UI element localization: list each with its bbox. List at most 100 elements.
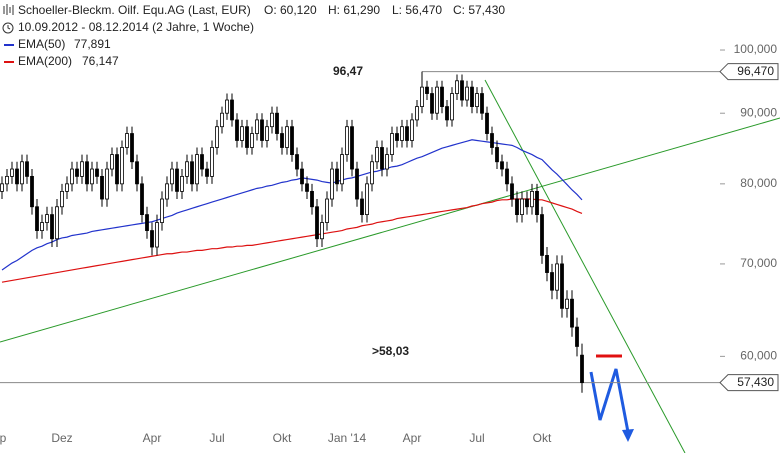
candle-body bbox=[15, 168, 19, 185]
candle-body bbox=[475, 93, 479, 107]
candle-body bbox=[160, 198, 164, 223]
candle-body bbox=[350, 126, 354, 170]
candle-body bbox=[505, 168, 509, 185]
candle-body bbox=[90, 168, 94, 185]
candle-body bbox=[410, 119, 414, 141]
candle-body bbox=[20, 161, 24, 185]
candle-body bbox=[305, 183, 309, 192]
candle-body bbox=[385, 154, 389, 170]
candle-body bbox=[185, 161, 189, 177]
candle-body bbox=[515, 198, 519, 216]
candle-body bbox=[175, 168, 179, 192]
trendline-up bbox=[0, 117, 780, 343]
x-tick-label: Okt bbox=[273, 431, 292, 445]
candle-body bbox=[460, 80, 464, 101]
candle-body bbox=[280, 133, 284, 148]
candle-body bbox=[105, 168, 109, 200]
chart-subtitle: 10.09.2012 - 08.12.2014 (2 Jahre, 1 Woch… bbox=[18, 20, 254, 34]
candle-body bbox=[470, 86, 474, 107]
candle-body bbox=[75, 168, 79, 177]
candle-body bbox=[565, 298, 569, 309]
candle-body bbox=[355, 168, 359, 200]
peak-box bbox=[719, 63, 779, 81]
candle-body bbox=[310, 190, 314, 208]
candle-body bbox=[290, 126, 294, 155]
candle-body bbox=[270, 112, 274, 128]
legend-name: EMA(50) bbox=[18, 37, 65, 51]
candle-body bbox=[120, 147, 124, 185]
y-tick-label: 60,000 bbox=[740, 349, 777, 363]
ema-line bbox=[1, 139, 583, 271]
candle-body bbox=[580, 354, 584, 384]
y-tick-label: 70,000 bbox=[740, 256, 777, 270]
candle-body bbox=[140, 183, 144, 216]
candle-body bbox=[535, 190, 539, 216]
legend-value: 76,147 bbox=[82, 54, 119, 68]
candle-body bbox=[380, 147, 384, 170]
candle-body bbox=[370, 161, 374, 185]
candle-body bbox=[425, 86, 429, 94]
quote-open: O: 60,120 bbox=[264, 3, 317, 17]
candle-body bbox=[510, 183, 514, 200]
candle-body bbox=[255, 119, 259, 134]
candle-body bbox=[400, 126, 404, 141]
candle-body bbox=[240, 126, 244, 141]
x-tick-label: Jul bbox=[469, 431, 484, 445]
candle-body bbox=[430, 93, 434, 114]
candle-body bbox=[325, 198, 329, 223]
candle-body bbox=[230, 99, 234, 121]
candle-body bbox=[250, 133, 254, 148]
candle-body bbox=[495, 147, 499, 163]
candle-body bbox=[50, 214, 54, 240]
candle-body bbox=[205, 168, 209, 177]
candle-body bbox=[260, 119, 264, 141]
candle-body bbox=[375, 147, 379, 163]
candle-body bbox=[60, 190, 64, 208]
candle-body bbox=[155, 222, 159, 248]
candle-body bbox=[550, 272, 554, 291]
target-label: >58,03 bbox=[372, 344, 409, 358]
candle-body bbox=[110, 154, 114, 170]
candle-body bbox=[115, 154, 119, 185]
candle-body bbox=[220, 112, 224, 128]
y-tick-label: 90,000 bbox=[740, 105, 777, 119]
candle-body bbox=[265, 126, 269, 141]
candle-body bbox=[300, 168, 304, 185]
quote-close: C: 57,430 bbox=[453, 3, 505, 17]
candle-body bbox=[35, 206, 39, 231]
candle-body bbox=[335, 168, 339, 185]
chart-title: Schoeller-Bleckm. Oilf. Equ.AG (Last, EU… bbox=[18, 3, 251, 17]
candle-body bbox=[285, 126, 289, 148]
candle-body bbox=[345, 126, 349, 155]
candle-body bbox=[555, 263, 559, 291]
candle-body bbox=[165, 183, 169, 200]
x-tick-label: p bbox=[0, 431, 7, 445]
candle-body bbox=[540, 214, 544, 256]
peak-label: 96,47 bbox=[333, 64, 363, 78]
candle-body bbox=[395, 133, 399, 141]
candle-body bbox=[225, 99, 229, 114]
candle-body bbox=[190, 161, 194, 185]
legend-value: 77,891 bbox=[74, 37, 111, 51]
x-tick-label: Jan '14 bbox=[328, 431, 367, 445]
candle-body bbox=[195, 154, 199, 185]
candle-body bbox=[45, 214, 49, 223]
candle-body bbox=[365, 183, 369, 216]
candle-body bbox=[210, 147, 214, 177]
candle-body bbox=[135, 161, 139, 185]
candle-body bbox=[200, 154, 204, 170]
candle-body bbox=[390, 133, 394, 155]
candle-body bbox=[420, 86, 424, 107]
candle-body bbox=[330, 168, 334, 200]
candle-body bbox=[150, 230, 154, 248]
candle-body bbox=[55, 206, 59, 240]
candle-body bbox=[465, 86, 469, 101]
candle-body bbox=[235, 119, 239, 141]
candle-body bbox=[85, 161, 89, 185]
candle-body bbox=[180, 175, 184, 192]
ema-line bbox=[1, 198, 583, 283]
candle-body bbox=[170, 168, 174, 185]
candle-body bbox=[145, 214, 149, 231]
candle-body bbox=[0, 183, 4, 192]
candle-body bbox=[455, 80, 459, 94]
